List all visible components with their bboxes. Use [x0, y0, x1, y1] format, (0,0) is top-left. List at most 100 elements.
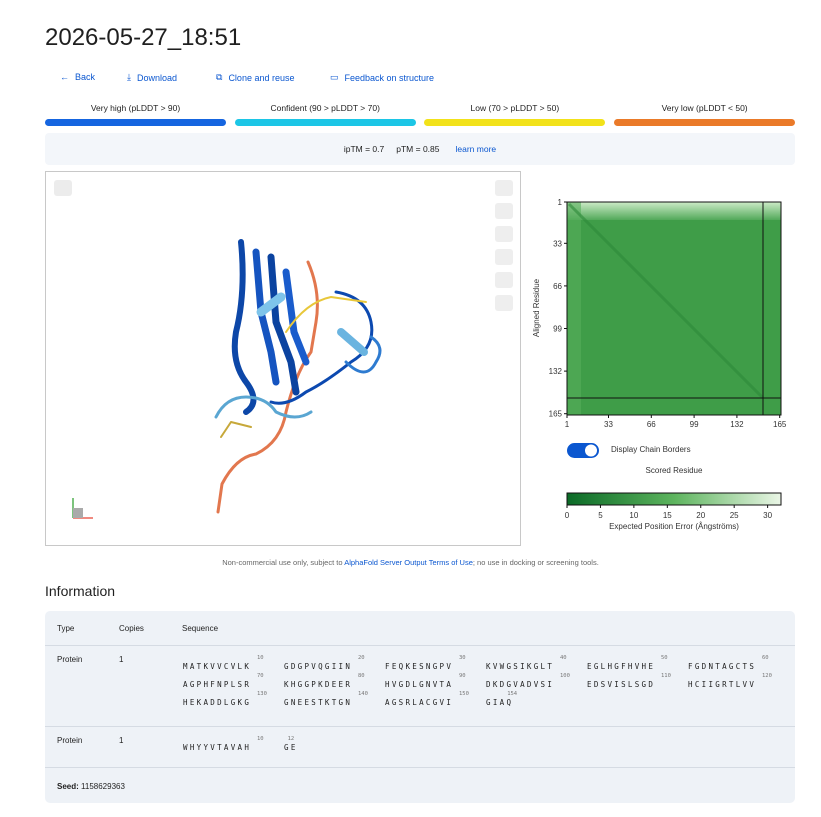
y-tick-label: 132	[549, 367, 563, 376]
residue-index: 154	[507, 691, 518, 697]
footnote: Non-commercial use only, subject to Alph…	[0, 558, 821, 567]
y-axis-label: Aligned Residue	[532, 278, 541, 337]
residues: GNEESTKTGN	[284, 698, 353, 707]
tool-button[interactable]	[495, 272, 513, 288]
colorbar-tick-label: 25	[730, 511, 739, 520]
residue-index: 80	[358, 673, 365, 679]
sequence-chunk: 110 EDSVISLSGD	[587, 673, 682, 689]
y-tick-label: 33	[553, 239, 562, 248]
sequence-chunk: 70 AGPHFNPLSR	[183, 673, 278, 689]
sequence-chunk: 150 AGSRLACGVI	[385, 691, 480, 707]
legend-bar	[614, 119, 796, 126]
footnote-text: ; no use in docking or screening tools.	[472, 558, 599, 567]
info-table: Type Copies Sequence Seed: 1158629363 Pr…	[45, 611, 795, 803]
y-tick-label: 165	[549, 410, 563, 419]
feedback-button[interactable]: ▭ Feedback on structure	[330, 72, 435, 83]
row-type: Protein	[57, 655, 83, 664]
residues: HCIIGRTLVV	[688, 680, 757, 689]
residues: GIAQ	[486, 698, 514, 707]
lock-button[interactable]	[54, 180, 72, 196]
toggle-knob	[585, 444, 597, 457]
sequence-chunk: 60 FGDNTAGCTS	[688, 655, 783, 671]
terms-link[interactable]: AlphaFold Server Output Terms of Use	[344, 558, 473, 567]
x-tick-label: 1	[565, 420, 570, 429]
residues: KHGGPKDEER	[284, 680, 353, 689]
legend-label: Low (70 > pLDDT > 50)	[470, 103, 560, 113]
section-heading: Information	[45, 583, 116, 599]
residue-index: 100	[560, 673, 570, 679]
sequence-chunk: 30 FEQKESNGPV	[385, 655, 480, 671]
residues: KVWGSIKGLT	[486, 662, 555, 671]
residue-index: 12	[287, 736, 295, 742]
iptm: ipTM = 0.7	[343, 144, 385, 154]
row-type: Protein	[57, 736, 83, 745]
x-tick-label: 99	[690, 420, 699, 429]
residues: AGPHFNPLSR	[183, 680, 252, 689]
sequence-chunk: 40 KVWGSIKGLT	[486, 655, 581, 671]
sequence: 10 MATKVVCVLK 20 GDGPVQGIIN 30 FEQKESNGPV 40 KV…	[183, 655, 789, 707]
residue-index: 10	[257, 655, 264, 661]
y-tick-label: 99	[553, 325, 562, 334]
sequence-chunk: 130 HEKADDLGKG	[183, 691, 278, 707]
ptm: pTM = 0.85	[396, 144, 440, 154]
residue-index: 60	[762, 655, 769, 661]
sequence-chunk: 12 GE	[284, 736, 379, 752]
x-tick-label: 165	[773, 420, 787, 429]
download-button[interactable]: ⤓ Download	[127, 72, 178, 83]
sequence-chunk: 50 EGLHGFHVHE	[587, 655, 682, 671]
action-label: Back	[75, 72, 96, 82]
seed-label: Seed:	[57, 782, 79, 791]
residue-index: 50	[661, 655, 668, 661]
residue-index: 40	[560, 655, 567, 661]
x-tick-label: 132	[730, 420, 744, 429]
row-copies: 1	[119, 736, 124, 745]
y-tick-label: 1	[558, 198, 563, 207]
sequence-chunk: 10 MATKVVCVLK	[183, 655, 278, 671]
clone-button[interactable]: ⧉ Clone and reuse	[216, 72, 295, 83]
tool-button[interactable]	[495, 203, 513, 219]
sequence-chunk: 10 WHYYVTAVAH	[183, 736, 278, 752]
structure-canvas	[54, 180, 513, 519]
metrics-bar: ipTM = 0.7 pTM = 0.85 learn more	[45, 133, 795, 165]
x-axis-label: Scored Residue	[646, 466, 703, 475]
residue-index: 140	[358, 691, 368, 697]
residues: MATKVVCVLK	[183, 662, 252, 671]
seed-value: 1158629363	[81, 782, 125, 791]
residues: FGDNTAGCTS	[688, 662, 757, 671]
pae-frame	[566, 201, 782, 416]
colorbar-tick-label: 15	[663, 511, 672, 520]
x-tick-label: 66	[647, 420, 656, 429]
column-header: Type	[57, 624, 75, 633]
title: 2026-05-27_18:51	[45, 24, 242, 51]
residue-index: 110	[661, 673, 671, 679]
tool-button[interactable]	[495, 180, 513, 196]
legend-bar	[234, 119, 416, 126]
action-label: Download	[136, 72, 178, 83]
residue-index: 30	[459, 655, 466, 661]
colorbar-tick-label: 10	[629, 511, 638, 520]
tool-button[interactable]	[495, 295, 513, 311]
tool-button[interactable]	[495, 249, 513, 265]
sequence-chunk: 120 HCIIGRTLVV	[688, 673, 783, 689]
colorbar	[566, 492, 782, 506]
legend-label: Confident (90 > pLDDT > 70)	[270, 103, 380, 113]
column-header: Sequence	[182, 624, 219, 633]
sequence-chunk: 154 GIAQ	[486, 691, 581, 707]
row-copies: 1	[119, 655, 124, 664]
sequence-chunk: 90 HVGDLGNVTA	[385, 673, 480, 689]
residues: WHYYVTAVAH	[183, 743, 252, 752]
seed: Seed: 1158629363	[57, 782, 125, 791]
back-button[interactable]: ← Back	[60, 72, 96, 82]
learn-more-link[interactable]: learn more	[455, 144, 497, 154]
action-label: Clone and reuse	[228, 72, 295, 83]
colorbar-tick-label: 0	[565, 511, 570, 520]
tool-button[interactable]	[495, 226, 513, 242]
toggle-label: Display Chain Borders	[611, 445, 691, 454]
pae-heatmap-band	[567, 202, 781, 220]
residues: HEKADDLGKG	[183, 698, 252, 707]
sequence-chunk: 20 GDGPVQGIIN	[284, 655, 379, 671]
column-header: Copies	[119, 624, 144, 633]
residues: EDSVISLSGD	[587, 680, 656, 689]
pae-heatmap-band	[567, 202, 581, 415]
